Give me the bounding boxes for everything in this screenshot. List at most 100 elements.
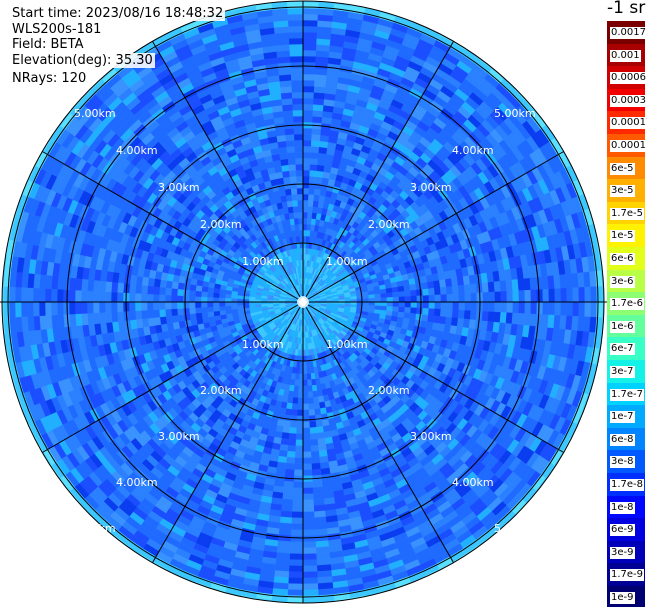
ppi-cell: [302, 151, 312, 159]
ppi-cell: [224, 305, 232, 311]
ppi-cell: [44, 288, 52, 303]
ppi-cell: [410, 295, 418, 303]
ppi-cell: [536, 301, 544, 315]
ppi-cell: [292, 397, 299, 405]
ppi-cell: [566, 301, 574, 317]
ppi-cell: [297, 403, 304, 411]
ppi-cell: [422, 308, 430, 316]
ppi-cell: [415, 282, 423, 291]
ppi-cell: [283, 420, 291, 428]
ppi-cell: [177, 314, 185, 322]
ppi-cell: [117, 282, 125, 293]
ppi-cell: [464, 301, 472, 312]
ppi-cell: [505, 279, 513, 292]
ppi-cell: [316, 164, 325, 172]
ppi-cell: [511, 279, 519, 292]
ppi-cell: [302, 181, 310, 189]
ppi-cell: [236, 298, 244, 303]
ppi-cell: [310, 450, 320, 459]
ppi-cell: [302, 523, 316, 531]
ppi-cell: [218, 301, 226, 307]
ppi-cell: [68, 289, 76, 303]
ppi-cell: [188, 289, 196, 297]
ppi-cell: [500, 301, 508, 313]
ppi-cell: [314, 182, 323, 190]
ppi-cell: [135, 284, 143, 294]
ppi-cell: [309, 169, 318, 177]
ppi-cell: [128, 292, 136, 303]
ppi-cell: [111, 311, 119, 323]
ppi-cell: [306, 373, 312, 381]
ppi-cell: [8, 301, 16, 318]
ppi-cell: [117, 311, 125, 322]
ppi-cell: [392, 291, 400, 298]
ppi-cell: [285, 456, 296, 464]
ppi-cell: [302, 187, 310, 195]
ppi-cell: [63, 314, 71, 328]
ppi-cell: [309, 421, 317, 429]
ppi-cell: [307, 391, 314, 399]
ppi-cell: [212, 292, 220, 298]
ppi-cell: [32, 287, 40, 303]
ppi-cell: [410, 307, 418, 315]
ppi-cell: [38, 301, 46, 317]
ppi-cell: [307, 199, 314, 207]
ppi-cell: [195, 312, 203, 320]
ppi-cell: [488, 301, 496, 313]
ppi-cell: [129, 310, 137, 321]
ppi-cell: [536, 289, 544, 303]
ppi-cell: [302, 385, 308, 393]
ppi-cell: [445, 286, 454, 295]
ppi-cell: [302, 25, 318, 33]
ppi-cell: [194, 301, 202, 308]
ppi-cell: [292, 493, 304, 501]
ppi-cell: [374, 297, 382, 303]
ppi-cell: [170, 301, 178, 310]
ppi-cell: [171, 314, 179, 323]
ppi-cell: [309, 433, 318, 441]
ppi-cell: [293, 463, 304, 471]
ppi-cell: [287, 589, 304, 597]
ppi-cell: [302, 91, 315, 99]
ppi-cell: [311, 128, 322, 136]
ppi-cell: [280, 438, 289, 446]
ppi-cell: [289, 541, 304, 549]
ppi-cell: [230, 305, 238, 310]
ppi-cell: [81, 278, 89, 291]
ppi-cell: [170, 308, 178, 317]
ppi-cell: [457, 284, 465, 295]
ppi-cell: [307, 205, 314, 213]
ppi-cell: [416, 295, 424, 303]
ppi-cell: [386, 292, 394, 298]
ppi-cell: [302, 211, 308, 219]
ppi-cell: [302, 13, 319, 21]
ppi-cell: [317, 438, 326, 446]
ppi-cell: [159, 279, 167, 288]
ppi-cell: [584, 286, 592, 303]
ppi-cell: [457, 309, 465, 320]
ppi-cell: [248, 304, 256, 308]
ppi-cell: [385, 287, 393, 294]
ppi-cell: [302, 133, 313, 141]
ppi-cell: [291, 505, 304, 513]
ppi-cell: [278, 528, 292, 536]
ppi-cell: [188, 301, 196, 309]
ppi-cell: [302, 223, 308, 231]
ppi-cell: [313, 498, 325, 506]
ppi-cell: [427, 281, 435, 290]
ppi-cell: [313, 510, 326, 518]
ppi-cell: [386, 301, 394, 307]
ppi-cell: [201, 311, 209, 319]
ppi-cell: [308, 409, 316, 417]
ppi-cell: [512, 290, 520, 303]
ppi-cell: [315, 420, 323, 428]
ppi-cell: [310, 444, 319, 453]
ppi-cell: [439, 316, 447, 325]
ppi-cell: [164, 301, 172, 310]
ppi-cell: [302, 79, 315, 87]
ppi-cell: [440, 309, 448, 318]
ppi-cell: [20, 287, 28, 303]
ppi-cell: [44, 301, 52, 316]
ppi-cell: [312, 486, 324, 494]
ppi-cell: [440, 294, 448, 303]
